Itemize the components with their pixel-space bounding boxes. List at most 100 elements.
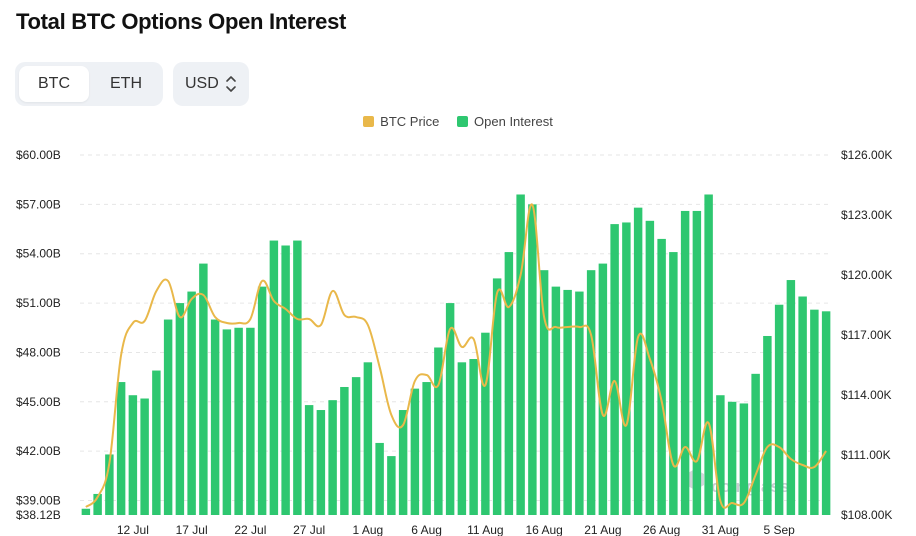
x-tick-label: 5 Sep [763,523,795,536]
left-tick-label: $48.00B [16,345,61,359]
oi-bar[interactable] [610,224,619,516]
x-tick-label: 21 Aug [584,523,621,536]
oi-bar[interactable] [551,286,561,515]
x-tick-label: 26 Aug [643,523,680,536]
oi-bar[interactable] [763,335,772,515]
oi-bar[interactable] [633,207,643,515]
oi-bar[interactable] [586,270,596,515]
legend-item-open-interest[interactable]: Open Interest [457,114,553,129]
oi-bar[interactable] [210,319,220,515]
bar-layer [81,194,831,516]
right-tick-label: $114.00K [841,388,892,402]
oi-bar[interactable] [116,382,126,515]
oi-bar[interactable] [234,327,243,515]
oi-bar[interactable] [727,401,737,515]
oi-bar[interactable] [257,286,267,515]
oi-bar[interactable] [457,362,467,515]
x-tick-label: 17 Jul [176,523,208,536]
oi-bar[interactable] [445,303,455,515]
oi-bar[interactable] [375,442,384,515]
oi-bar[interactable] [492,278,502,515]
oi-bar[interactable] [140,398,149,515]
legend-label-btc-price: BTC Price [380,114,440,129]
oi-bar[interactable] [645,220,655,515]
left-axis: $60.00B $57.00B $54.00B $51.00B $48.00B $45.0… [16,148,61,522]
right-tick-label: $123.00K [841,208,892,222]
asset-toggle: BTC ETH [15,62,163,106]
x-tick-label: 22 Jul [234,523,266,536]
oi-bar[interactable] [481,332,490,515]
oi-bar[interactable] [821,311,831,515]
oi-bar[interactable] [598,263,608,515]
oi-bar[interactable] [680,210,690,515]
oi-bar[interactable] [563,289,572,515]
legend-item-btc-price[interactable]: BTC Price [363,114,439,129]
oi-bar[interactable] [316,410,326,515]
x-tick-label: 11 Aug [467,523,503,536]
chart-legend: BTC Price Open Interest [0,114,916,129]
oi-bar[interactable] [692,210,702,515]
right-tick-label: $108.00K [841,508,892,522]
right-tick-label: $120.00K [841,268,892,282]
oi-bar[interactable] [304,405,314,515]
oi-bar[interactable] [398,410,408,515]
oi-bar[interactable] [222,329,232,515]
legend-swatch-btc-price [363,116,375,127]
oi-bar[interactable] [163,319,173,515]
oi-bar[interactable] [93,493,102,515]
oi-bar[interactable] [504,252,514,515]
page-title: Total BTC Options Open Interest [16,9,347,34]
oi-bar[interactable] [175,303,185,515]
oi-bar[interactable] [410,388,420,515]
oi-bar[interactable] [293,240,302,515]
oi-bar[interactable] [469,359,478,515]
oi-bar[interactable] [751,373,760,515]
right-axis: $126.00K $123.00K $120.00K $117.00K $114.00K… [841,148,892,522]
oi-bar[interactable] [128,395,138,515]
oi-bar[interactable] [669,252,678,515]
oi-bar[interactable] [786,280,796,515]
oi-bar[interactable] [387,456,396,515]
btc-price-line[interactable] [85,203,827,509]
oi-bar[interactable] [539,270,549,515]
left-tick-label: $42.00B [16,444,61,458]
oi-bar[interactable] [657,238,666,516]
x-tick-label: 31 Aug [702,523,739,536]
left-tick-label: $54.00B [16,247,61,261]
oi-bar[interactable] [81,508,91,515]
oi-bar[interactable] [363,362,373,515]
btc-tab[interactable]: BTC [19,66,89,102]
oi-bar[interactable] [810,309,819,515]
right-tick-label: $117.00K [841,328,892,342]
right-tick-label: $111.00K [841,448,891,462]
oi-bar[interactable] [199,263,208,515]
oi-bar[interactable] [269,240,279,515]
oi-bar[interactable] [739,403,749,515]
oi-bar[interactable] [187,291,196,515]
oi-bar[interactable] [622,222,631,515]
oi-bar[interactable] [434,347,443,515]
oi-bar[interactable] [105,454,114,515]
oi-bar[interactable] [281,245,290,516]
oi-bar[interactable] [246,327,255,515]
watermark-layer: coinglass [686,469,789,496]
oi-bar[interactable] [351,377,361,515]
oi-bar[interactable] [152,370,161,515]
left-tick-label: $60.00B [16,148,61,162]
oi-bar[interactable] [704,194,713,516]
oi-bar[interactable] [340,386,349,515]
left-tick-label: $45.00B [16,395,61,409]
oi-bar[interactable] [798,296,807,515]
oi-bar[interactable] [716,395,725,515]
oi-bar[interactable] [575,291,584,515]
currency-select[interactable]: USD [173,62,249,106]
left-tick-label: $57.00B [16,197,61,211]
oi-bar[interactable] [528,204,537,515]
oi-bar[interactable] [774,304,784,515]
oi-bar[interactable] [422,382,431,515]
sort-chevron-icon [226,76,236,92]
oi-bar[interactable] [328,400,337,515]
oi-bar[interactable] [516,194,525,516]
x-tick-label: 6 Aug [411,523,442,536]
eth-tab[interactable]: ETH [110,75,142,92]
